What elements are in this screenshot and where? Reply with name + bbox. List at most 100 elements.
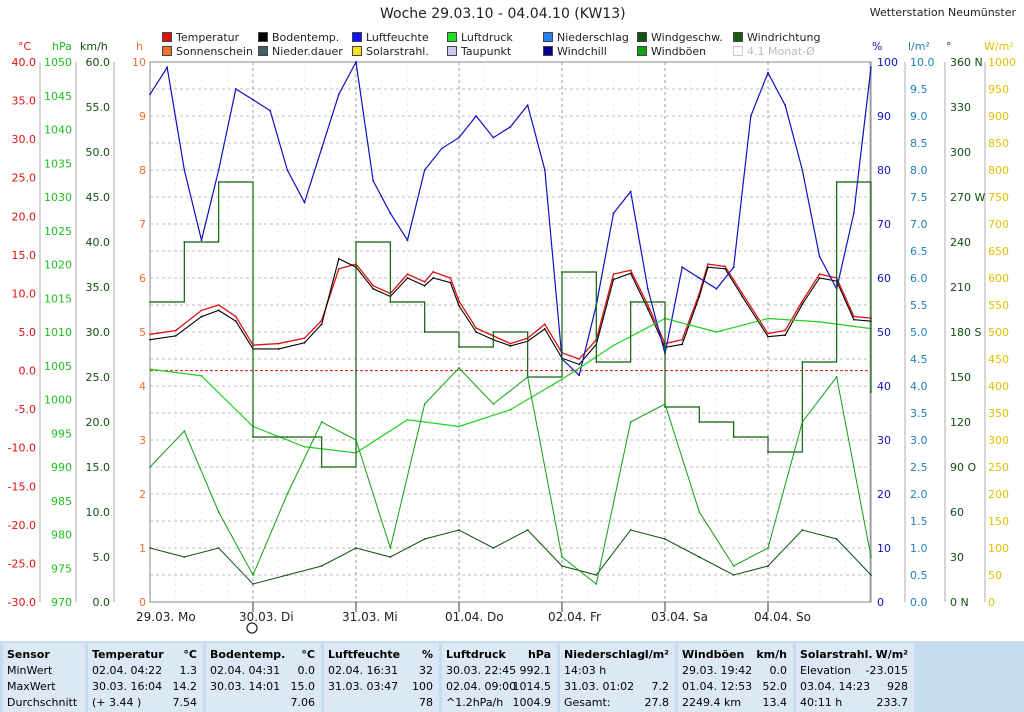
legend-label: Windchill — [557, 45, 607, 58]
data-point — [277, 348, 280, 350]
stats-value: 7.54 — [172, 696, 198, 709]
legend-item: Windgeschw. — [637, 31, 723, 44]
data-point — [578, 358, 581, 360]
legend-label: Temperatur — [176, 31, 240, 44]
data-point — [355, 241, 357, 243]
axis-tick-solar: 600 — [988, 272, 1009, 285]
stats-value: 100 — [412, 680, 433, 693]
stats-row: Durchschnitt — [3, 695, 85, 710]
axis-tick-solar: 300 — [988, 434, 1009, 447]
data-point — [664, 538, 666, 540]
axis-tick-wind: 5.0 — [93, 551, 111, 564]
axis-tick-rain: 0.5 — [910, 569, 928, 582]
legend-swatch — [733, 46, 743, 56]
legend-label: Windböen — [651, 45, 707, 58]
data-point — [801, 300, 804, 303]
axis-tick-rain: 7.5 — [910, 191, 928, 204]
data-point — [432, 270, 435, 273]
axis-tick-rain: 4.0 — [910, 380, 928, 393]
stats-label: Gesamt: — [564, 696, 611, 709]
data-point — [612, 273, 615, 276]
data-point — [149, 547, 151, 549]
data-point — [629, 272, 632, 275]
axis-tick-rain: 8.0 — [910, 164, 928, 177]
legend-swatch — [352, 46, 362, 56]
stats-value: 7.2 — [651, 680, 670, 693]
axis-tick-temp: 15.0 — [12, 249, 37, 262]
legend-label: Taupunkt — [461, 45, 512, 58]
stats-label: Luftdruck — [446, 648, 506, 661]
data-point — [870, 66, 872, 69]
axis-tick-solar: 500 — [988, 326, 1009, 339]
axis-tick-wind: 35.0 — [86, 281, 111, 294]
data-point — [449, 277, 452, 279]
stats-row: MaxWert — [3, 679, 85, 694]
data-point — [595, 574, 598, 576]
axis-tick-wind: 50.0 — [86, 146, 111, 159]
axis-tick-press: 1015 — [44, 292, 72, 305]
legend-item: Niederschlag — [543, 31, 629, 44]
data-point — [561, 271, 563, 273]
data-point — [870, 574, 872, 576]
axis-tick-solar: 800 — [988, 164, 1009, 177]
data-point — [543, 323, 546, 326]
data-point — [578, 374, 581, 377]
stats-label: Temperatur — [92, 648, 164, 661]
data-point — [835, 376, 838, 378]
data-point — [852, 318, 855, 321]
data-point — [355, 439, 357, 441]
data-point — [252, 98, 254, 101]
data-point — [252, 436, 254, 438]
axis-tick-rain: 2.5 — [910, 461, 928, 474]
axis-tick-temp: 25.0 — [12, 172, 37, 185]
stats-label: 29.03. 19:42 — [682, 664, 753, 677]
stats-label: Sensor — [7, 648, 50, 661]
day-label: 01.04. Do — [445, 610, 504, 624]
data-point — [320, 323, 323, 326]
legend-swatch — [543, 46, 553, 56]
axis-tick-press: 1035 — [44, 157, 72, 170]
axis-tick-dir: 90 O — [950, 461, 976, 474]
axis-tick-hum: 10 — [877, 542, 891, 555]
axis-unit-temp: °C — [18, 40, 32, 53]
axis-tick-press: 1005 — [44, 360, 72, 373]
data-point — [183, 169, 186, 171]
data-point — [612, 344, 615, 347]
data-point — [183, 241, 186, 243]
axis-tick-wind: 45.0 — [86, 191, 111, 204]
data-point — [852, 315, 855, 318]
data-point — [475, 327, 478, 330]
axis-tick-press: 990 — [51, 461, 72, 474]
data-point — [217, 304, 220, 306]
stats-row: 02.04. 16:31 32 — [324, 663, 439, 678]
axis-tick-temp: -10.0 — [8, 442, 36, 455]
data-point — [629, 301, 632, 303]
stats-label: (+ 3.44 ) — [92, 696, 142, 709]
legend-label: Solarstrahl. — [366, 45, 429, 58]
axis-tick-hum: 60 — [877, 272, 891, 285]
data-point — [646, 304, 649, 306]
data-point — [423, 169, 426, 171]
axis-tick-press: 1045 — [44, 90, 72, 103]
day-label: 02.04. Fr — [548, 610, 601, 624]
data-point — [458, 346, 460, 348]
stats-row: 31.03. 03:47 100 — [324, 679, 439, 694]
statistics-table: Sensor MinWert MaxWert Durchschnitt Temperat… — [0, 641, 1024, 712]
stats-label: Elevation — [800, 664, 852, 677]
axis-tick-solar: 750 — [988, 191, 1009, 204]
stats-value: -23.015 — [865, 664, 908, 677]
data-point — [217, 547, 220, 549]
axis-tick-hum: 30 — [877, 434, 891, 447]
axis-tick-dir: 210 — [950, 281, 971, 294]
stats-row: (+ 3.44 ) 7.54 — [88, 695, 203, 710]
axis-tick-hum: 100 — [877, 56, 898, 69]
stats-header: Luftfeuchte% — [324, 647, 439, 662]
axis-tick-solar: 650 — [988, 245, 1009, 258]
axis-tick-dir: 180 S — [950, 326, 981, 339]
data-point — [458, 529, 460, 531]
stats-row: 29.03. 19:42 0.0 — [678, 663, 793, 678]
data-point — [698, 295, 701, 298]
data-point — [269, 109, 272, 112]
data-point — [732, 574, 735, 576]
data-point — [707, 263, 709, 266]
